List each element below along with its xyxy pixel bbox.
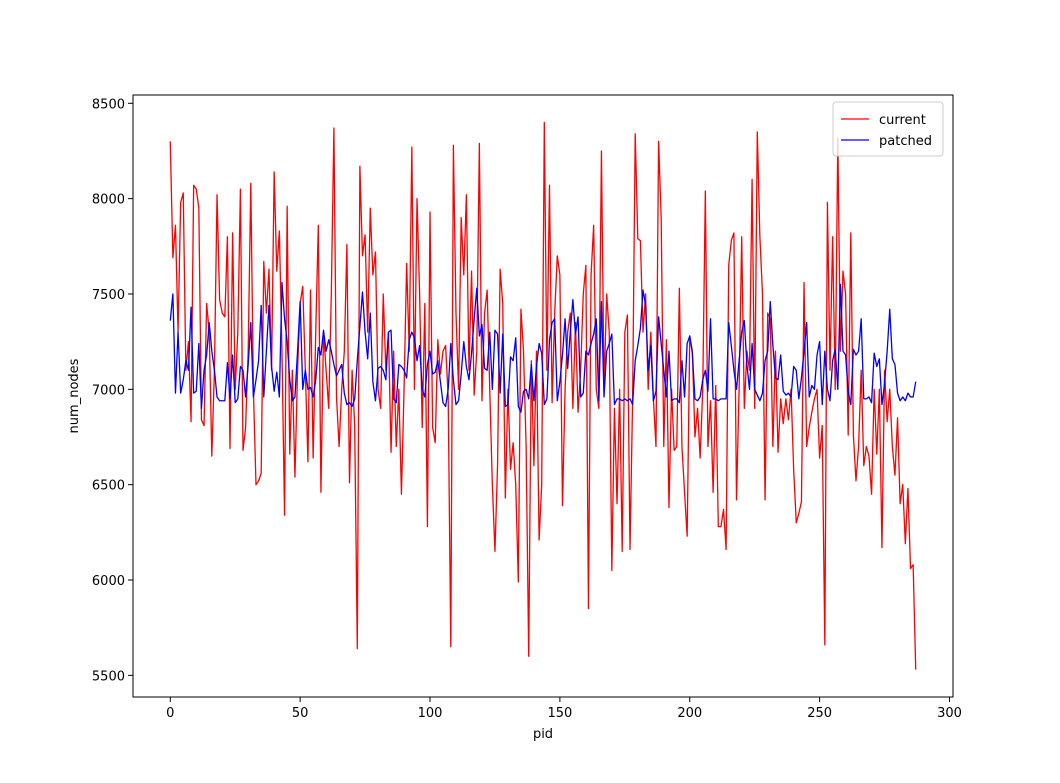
series-line [169,281,917,413]
x-tick-label: 300 [937,706,962,721]
legend-label: patched [879,134,932,149]
series-line [169,121,917,670]
legend: current patched [832,101,944,157]
y-tick-label: 7000 [92,383,125,398]
x-tick-label: 150 [547,706,572,721]
y-tick-label: 6500 [92,479,125,494]
x-tick-label: 0 [166,706,174,721]
x-axis-label: pid [533,727,553,742]
plot-frame [132,94,954,698]
x-tick-label: 100 [418,706,443,721]
y-tick-label: 6000 [92,574,125,589]
y-axis-label: num_nodes [67,358,82,433]
y-tick-label: 7500 [92,288,125,303]
y-tick-label: 5500 [92,669,125,684]
x-tick-label: 50 [292,706,309,721]
y-tick-label: 8500 [92,97,125,112]
x-tick-label: 250 [807,706,832,721]
legend-label: current [879,113,926,128]
y-tick-label: 8000 [92,193,125,208]
legend-box [832,101,944,157]
x-tick-label: 200 [677,706,702,721]
